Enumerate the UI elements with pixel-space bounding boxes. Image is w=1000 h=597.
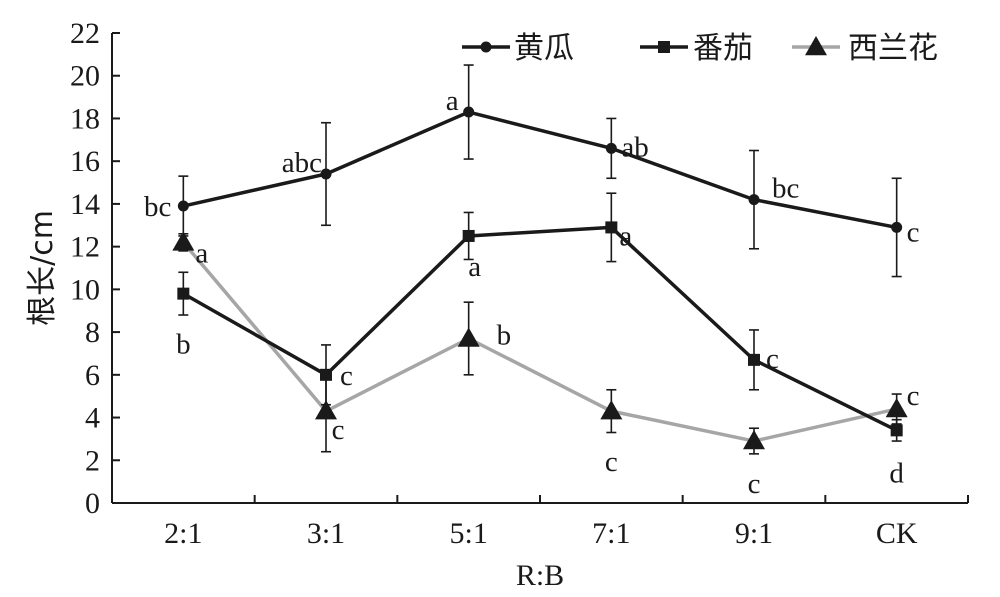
significance-label: c	[907, 216, 920, 248]
series-layer	[172, 64, 908, 455]
significance-label: abc	[282, 147, 322, 179]
significance-label: b	[497, 320, 512, 352]
series-line-西兰花	[181, 241, 898, 443]
legend-item-番茄: 番茄	[640, 31, 753, 66]
significance-label: c	[748, 468, 761, 500]
y-tick-label: 18	[70, 102, 100, 135]
y-tick-label: 6	[85, 359, 100, 392]
significance-label: d	[889, 457, 904, 489]
x-axis-title: R:B	[516, 559, 564, 592]
y-tick-label: 8	[85, 316, 100, 349]
x-tick-label: 7:1	[592, 517, 630, 550]
legend-label: 黄瓜	[514, 31, 574, 66]
legend-marker	[480, 41, 492, 53]
y-tick-label: 20	[70, 60, 100, 93]
x-tick-label: 3:1	[307, 517, 345, 550]
data-point-黄瓜	[320, 168, 332, 180]
axes: 0 2 4 6 8 10 12 14 16 18 20 22 2:1 3:1 5:1 7:1 9:1 CK R:B 根…	[25, 17, 969, 592]
data-point-西兰花	[885, 398, 908, 418]
y-tick-label: 2	[85, 444, 100, 477]
data-point-番茄	[177, 287, 190, 300]
significance-label: b	[176, 329, 191, 361]
data-point-西兰花	[315, 400, 337, 420]
significance-label: a	[468, 251, 481, 283]
significance-label: c	[605, 446, 618, 478]
significance-label: a	[446, 85, 459, 117]
legend-marker	[658, 41, 670, 53]
y-tick-label: 22	[70, 17, 100, 50]
legend-label: 西兰花	[848, 31, 938, 66]
data-point-番茄	[890, 424, 903, 437]
y-axis-title: 根长/cm	[25, 210, 60, 326]
data-point-西兰花	[743, 430, 765, 450]
series-番茄	[177, 192, 903, 442]
significance-label: bc	[772, 173, 799, 205]
data-point-西兰花	[457, 327, 480, 347]
legend: 黄瓜 番茄 西兰花	[462, 31, 938, 66]
series-黄瓜	[177, 64, 903, 278]
legend-item-西兰花: 西兰花	[792, 31, 938, 66]
significance-label: a	[195, 237, 208, 269]
significance-label: ab	[621, 131, 648, 163]
data-point-黄瓜	[177, 200, 189, 212]
y-tick-label: 14	[70, 188, 100, 221]
legend-item-黄瓜: 黄瓜	[462, 31, 574, 66]
series-line-黄瓜	[182, 110, 898, 230]
data-point-西兰花	[172, 231, 195, 251]
significance-label: bc	[144, 191, 171, 223]
data-point-西兰花	[600, 400, 623, 420]
y-tick-label: 4	[85, 402, 100, 435]
legend-label: 番茄	[693, 31, 753, 66]
data-point-番茄	[320, 368, 332, 381]
significance-label: c	[907, 380, 920, 412]
data-point-番茄	[605, 221, 618, 234]
data-point-黄瓜	[748, 194, 760, 206]
data-point-黄瓜	[605, 142, 617, 154]
significance-label: c	[332, 414, 345, 446]
significance-label: c	[340, 360, 353, 392]
y-tick-label: 16	[70, 145, 100, 178]
data-point-黄瓜	[891, 221, 903, 233]
y-tick-label: 12	[70, 231, 100, 264]
series-line-番茄	[182, 225, 898, 432]
x-tick-label: 2:1	[164, 517, 202, 550]
data-point-番茄	[748, 353, 760, 366]
series-西兰花	[172, 231, 908, 455]
x-tick-label: CK	[876, 517, 918, 550]
data-point-黄瓜	[463, 106, 475, 118]
significance-label: c	[766, 343, 779, 375]
legend-marker	[805, 36, 827, 56]
x-tick-label: 5:1	[449, 517, 487, 550]
x-tick-label: 9:1	[735, 517, 773, 550]
significance-label: a	[619, 220, 632, 252]
y-tick-label: 10	[70, 273, 100, 306]
y-tick-label: 0	[85, 487, 100, 520]
data-point-番茄	[462, 229, 475, 242]
